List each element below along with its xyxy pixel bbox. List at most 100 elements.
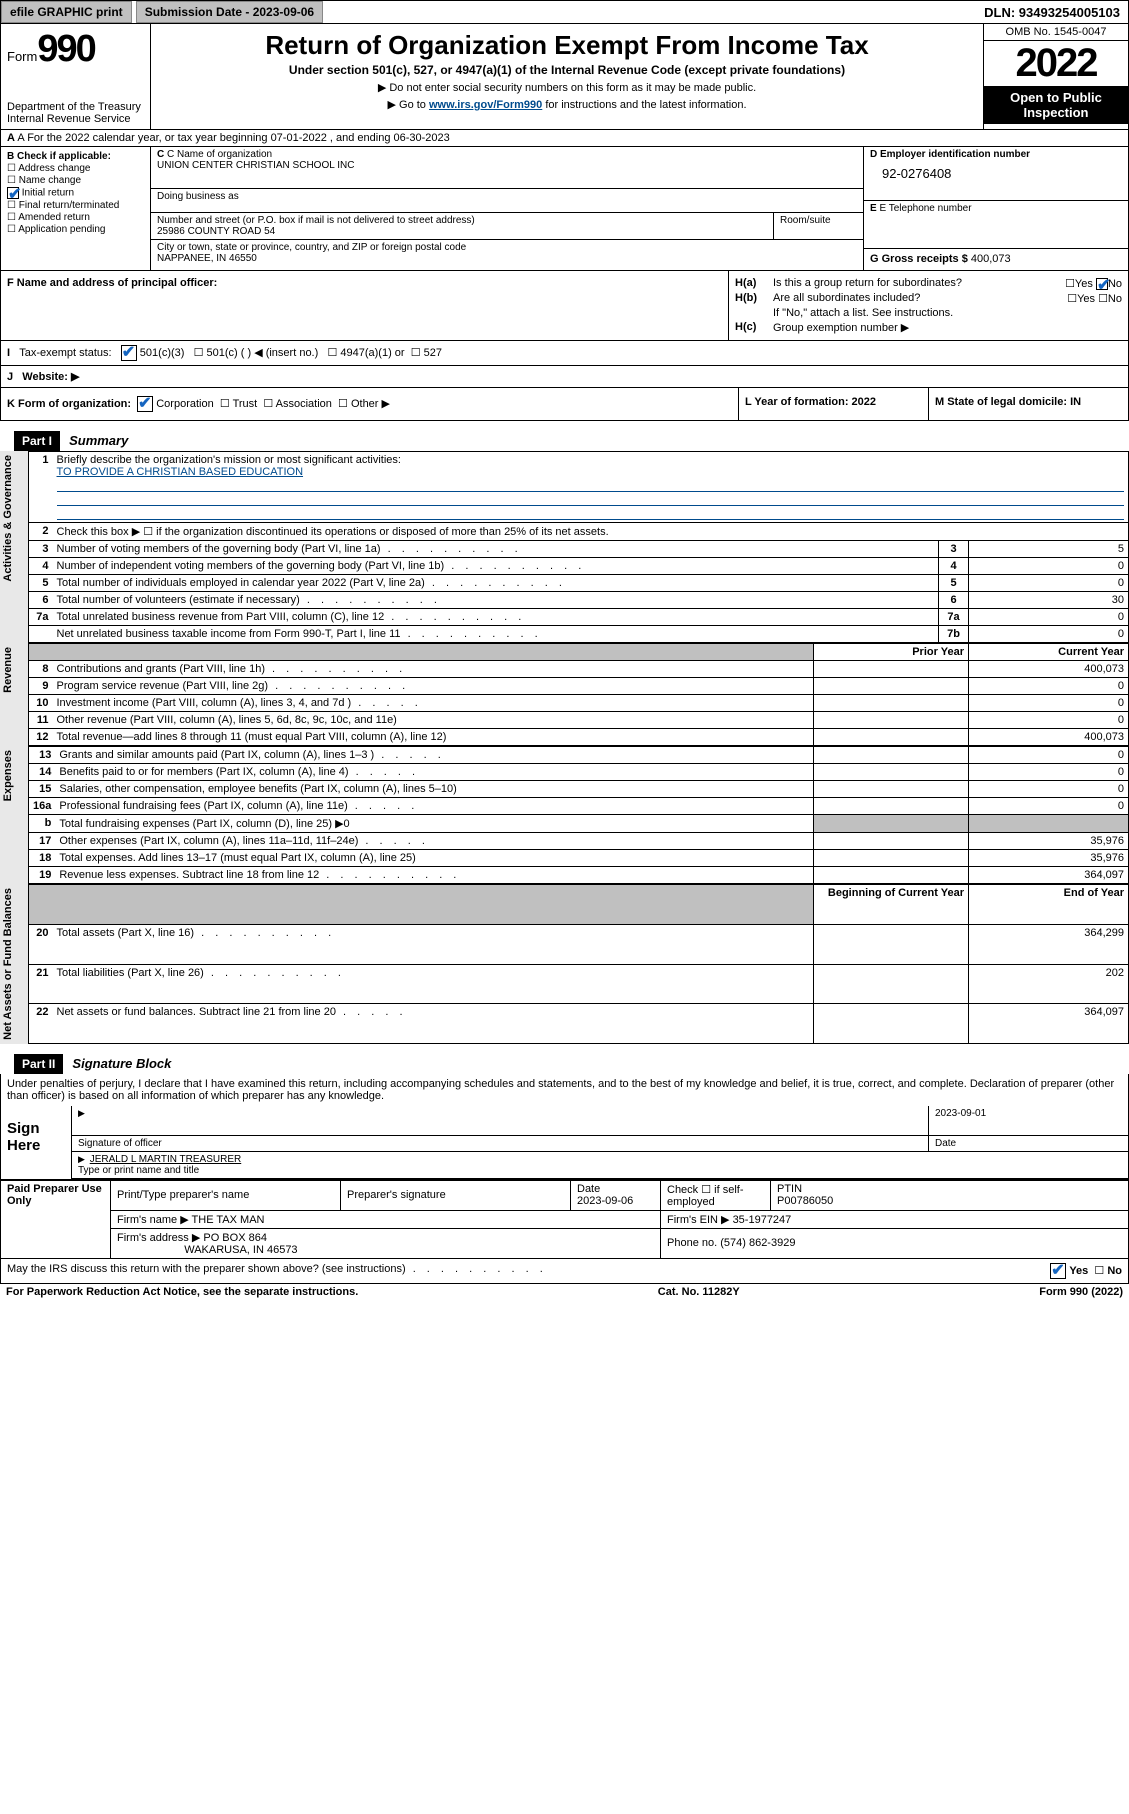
r21-n: 21 (29, 964, 53, 1004)
ha-no-check[interactable] (1096, 278, 1108, 290)
r20-c: 364,299 (969, 924, 1129, 964)
footer-mid: Cat. No. 11282Y (658, 1286, 740, 1298)
form-number: Form990 (7, 28, 144, 71)
r14-t: Benefits paid to or for members (Part IX… (55, 764, 813, 781)
summary-governance: Activities & Governance 1 Briefly descri… (0, 451, 1129, 643)
footer-right: Form 990 (2022) (1039, 1286, 1123, 1298)
m-text: M State of legal domicile: IN (935, 396, 1081, 408)
r15-c: 0 (969, 781, 1129, 798)
chk-app-pending[interactable]: ☐ Application pending (7, 224, 144, 235)
r21-c: 202 (969, 964, 1129, 1004)
firm-addr1: PO BOX 864 (203, 1232, 267, 1244)
k-corp: Corporation (156, 398, 213, 410)
telephone-box: E E Telephone number (864, 201, 1128, 249)
sig-officer-lbl: Signature of officer (72, 1136, 928, 1151)
hdr-prior: Prior Year (814, 644, 969, 661)
officer-name: JERALD L MARTIN TREASURER (90, 1154, 242, 1165)
r19-t: Revenue less expenses. Subtract line 18 … (55, 867, 813, 884)
r6-v: 30 (969, 592, 1129, 609)
r13-n: 13 (29, 747, 56, 764)
form-title: Return of Organization Exempt From Incom… (157, 30, 977, 61)
r7a-rn: 7a (939, 609, 969, 626)
r3-rn: 3 (939, 541, 969, 558)
summary-revenue: Revenue Prior YearCurrent Year 8Contribu… (0, 643, 1129, 746)
hb-text: Are all subordinates included? (773, 292, 1022, 305)
r9-p (814, 678, 969, 695)
r17-c: 35,976 (969, 833, 1129, 850)
r14-c: 0 (969, 764, 1129, 781)
omb-number: OMB No. 1545-0047 (984, 24, 1128, 41)
irs-discuss-row: May the IRS discuss this return with the… (0, 1259, 1129, 1284)
chk-initial-return[interactable]: Initial return (7, 187, 144, 199)
i-o1: 501(c)(3) (140, 347, 185, 359)
r11-c: 0 (969, 712, 1129, 729)
r22-t: Net assets or fund balances. Subtract li… (53, 1004, 814, 1044)
opt-app: Application pending (18, 224, 105, 235)
r16a-t: Professional fundraising fees (Part IX, … (55, 798, 813, 815)
prep-h1: Print/Type preparer's name (117, 1189, 249, 1201)
firm-ein: 35-1977247 (733, 1214, 792, 1226)
chk-name-change[interactable]: ☐ Name change (7, 175, 144, 186)
efile-print-button[interactable]: efile GRAPHIC print (1, 1, 132, 23)
r16a-c: 0 (969, 798, 1129, 815)
r7a-v: 0 (969, 609, 1129, 626)
r3-v: 5 (969, 541, 1129, 558)
summary-expenses: Expenses 13Grants and similar amounts pa… (0, 746, 1129, 884)
r17-p (814, 833, 969, 850)
sig-date-lbl: Date (928, 1136, 1128, 1151)
r9-c: 0 (969, 678, 1129, 695)
r15-t: Salaries, other compensation, employee b… (55, 781, 813, 798)
r11-n: 11 (29, 712, 53, 729)
ein-lbl: D Employer identification number (870, 149, 1030, 160)
prep-h5: PTIN (777, 1183, 802, 1195)
k-other: Other ▶ (351, 398, 390, 410)
r18-p (814, 850, 969, 867)
r5-n: 5 (29, 575, 53, 592)
row-a-taxyear: A A For the 2022 calendar year, or tax y… (0, 130, 1129, 147)
r22-n: 22 (29, 1004, 53, 1044)
r5-t: Total number of individuals employed in … (53, 575, 939, 592)
year-formation: L Year of formation: 2022 (738, 388, 928, 420)
note-ssn: ▶ Do not enter social security numbers o… (157, 81, 977, 94)
addr-lbl: Number and street (or P.O. box if mail i… (157, 215, 475, 226)
hdr-beg: Beginning of Current Year (814, 885, 969, 925)
ptin: P00786050 (777, 1195, 833, 1207)
side-net-label: Net Assets or Fund Balances (0, 884, 16, 1044)
submission-date: Submission Date - 2023-09-06 (136, 1, 323, 23)
footer-left: For Paperwork Reduction Act Notice, see … (6, 1286, 358, 1298)
i-o3: 4947(a)(1) or (340, 347, 404, 359)
form-label: Form (7, 49, 37, 64)
chk-corp[interactable] (137, 396, 153, 412)
i-o2: 501(c) ( ) ◀ (insert no.) (207, 347, 319, 359)
address-box: Number and street (or P.O. box if mail i… (151, 213, 773, 240)
r8-p (814, 661, 969, 678)
r8-t: Contributions and grants (Part VIII, lin… (53, 661, 814, 678)
r7b-t: Net unrelated business taxable income fr… (53, 626, 939, 643)
phone-lbl: Phone no. (667, 1237, 717, 1249)
section-fh: F Name and address of principal officer:… (0, 271, 1129, 341)
opt-name: Name change (19, 175, 81, 186)
firm-ein-lbl: Firm's EIN ▶ (667, 1214, 730, 1226)
r22-c: 364,097 (969, 1004, 1129, 1044)
b-label: B Check if applicable: (7, 151, 111, 162)
chk-501c3[interactable] (121, 345, 137, 361)
i-o4: 527 (424, 347, 442, 359)
k-trust: Trust (233, 398, 258, 410)
chk-amended[interactable]: ☐ Amended return (7, 212, 144, 223)
r4-v: 0 (969, 558, 1129, 575)
irs-link[interactable]: www.irs.gov/Form990 (429, 99, 542, 111)
form-num: 990 (37, 28, 94, 70)
chk-final-return[interactable]: ☐ Final return/terminated (7, 200, 144, 211)
page-footer: For Paperwork Reduction Act Notice, see … (0, 1284, 1129, 1300)
r16a-n: 16a (29, 798, 56, 815)
firm-lbl: Firm's name ▶ (117, 1214, 189, 1226)
tax-exempt-status: I Tax-exempt status: 501(c)(3) ☐ 501(c) … (1, 341, 1128, 365)
r14-p (814, 764, 969, 781)
r12-t: Total revenue—add lines 8 through 11 (mu… (53, 729, 814, 746)
r13-c: 0 (969, 747, 1129, 764)
chk-address-change[interactable]: ☐ Address change (7, 163, 144, 174)
r14-n: 14 (29, 764, 56, 781)
ha-text: Is this a group return for subordinates? (773, 277, 1022, 290)
k-assoc: Association (276, 398, 332, 410)
discuss-yes-check[interactable] (1050, 1263, 1066, 1279)
